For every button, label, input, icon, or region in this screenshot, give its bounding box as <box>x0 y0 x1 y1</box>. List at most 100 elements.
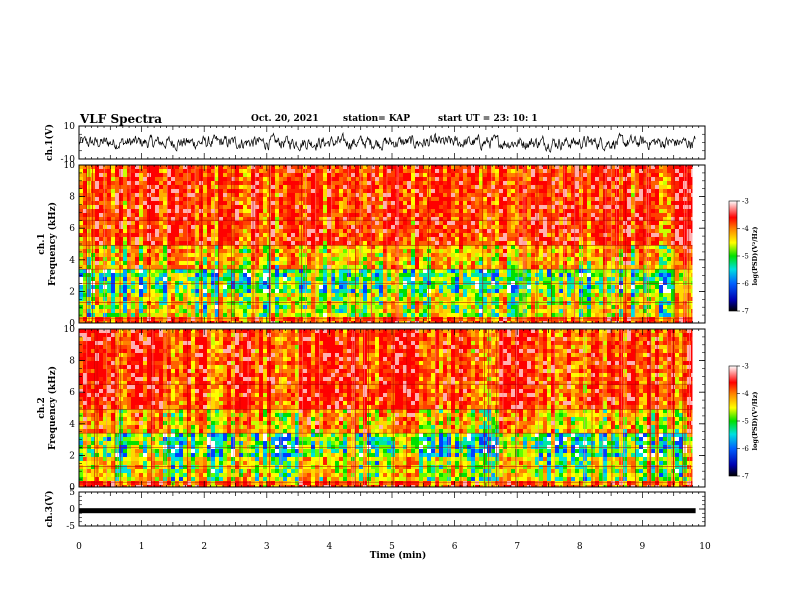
ch1-spectrogram-cell <box>427 221 431 225</box>
ch1-spectrogram-cell <box>471 201 475 205</box>
ch1-spectrogram-cell <box>527 261 531 265</box>
ch1-spectrogram-cell <box>99 261 103 265</box>
ch1-spectrogram-cell <box>319 305 323 309</box>
ch1-spectrogram-cell <box>459 297 463 301</box>
ch1-spectrogram-cell <box>459 265 463 269</box>
ch1-spectrogram-cell <box>295 265 299 269</box>
ch1-spectrogram-cell <box>551 313 555 317</box>
ch1-spectrogram-cell <box>179 185 183 189</box>
ch1-spectrogram-cell <box>427 237 431 241</box>
ch1-spectrogram-cell <box>439 177 443 181</box>
ch1-spectrogram-cell <box>271 193 275 197</box>
ch1-spectrogram-cell <box>291 197 295 201</box>
ch1-spectrogram-cell <box>255 233 259 237</box>
ch1-spectrogram-cell <box>223 217 227 221</box>
ch1-spectrogram-cell <box>495 197 499 201</box>
ch1-spectrogram-cell <box>403 213 407 217</box>
ch1-spectrogram-cell <box>423 305 427 309</box>
ch1-spectrogram-cell <box>499 245 503 249</box>
ch1-spectrogram-cell <box>335 305 339 309</box>
ch1-spectrogram-cell <box>103 317 107 321</box>
ch1-spectrogram-cell <box>183 277 187 281</box>
ch1-spectrogram-cell <box>503 177 507 181</box>
ch1-spectrogram-cell <box>531 313 535 317</box>
ch1-spectrogram-cell <box>331 321 335 323</box>
ch1-spectrogram-cell <box>215 245 219 249</box>
ch1-spectrogram-cell <box>151 177 155 181</box>
ch1-spectrogram-cell <box>375 221 379 225</box>
ch1-spectrogram-cell <box>399 249 403 253</box>
ch1-spectrogram-cell <box>327 265 331 269</box>
ch1-spectrogram-cell <box>271 297 275 301</box>
ch1-spectrogram-cell <box>531 249 535 253</box>
ch1-spectrogram-cell <box>139 269 143 273</box>
ch1-spectrogram-cell <box>295 169 299 173</box>
ch1-spectrogram-cell <box>255 241 259 245</box>
ch1-spectrogram-cell <box>463 313 467 317</box>
ch1-spectrogram-cell <box>391 289 395 293</box>
ch1-spectrogram-cell <box>451 169 455 173</box>
ch1-spectrogram-cell <box>383 257 387 261</box>
ch1-spectrogram-cell <box>407 237 411 241</box>
ch1-spectrogram-cell <box>259 185 263 189</box>
ch1-spectrogram-cell <box>315 185 319 189</box>
ch1-spectrogram-cell <box>423 273 427 277</box>
ch1-spectrogram-cell <box>207 225 211 229</box>
ch1-spectrogram-cell <box>435 273 439 277</box>
ch1-spectrogram-cell <box>463 289 467 293</box>
chart-title: VLF Spectra <box>80 112 163 126</box>
ch1-spectrogram-cell <box>363 225 367 229</box>
ch1-spectrogram-cell <box>491 245 495 249</box>
ch1-spectrogram-cell <box>135 221 139 225</box>
ch1-spectrogram-cell <box>299 285 303 289</box>
ch1-spectrogram-cell <box>275 321 279 323</box>
ch1-spectrogram-cell <box>159 253 163 257</box>
ch1-spectrogram-cell <box>439 293 443 297</box>
ch1-spectrogram-cell <box>139 313 143 317</box>
ch1-spectrogram-cell <box>539 309 543 313</box>
ch1-spectrogram-cell <box>219 205 223 209</box>
ch1-spectrogram-cell <box>115 209 119 213</box>
ch1-spectrogram-cell <box>459 281 463 285</box>
ch1-spectrogram-cell <box>435 201 439 205</box>
ch1-spectrogram-cell <box>191 301 195 305</box>
ch1-spectrogram-cell <box>187 293 191 297</box>
ch1-spectrogram-cell <box>299 189 303 193</box>
ch1-spectrogram-cell <box>339 213 343 217</box>
ch1-spectrogram-cell <box>487 165 491 169</box>
ch1-spectrogram-cell <box>279 205 283 209</box>
ch1-spectrogram-cell <box>375 173 379 177</box>
ch1-spectrogram-cell <box>343 225 347 229</box>
ch1-spectrogram-cell <box>391 221 395 225</box>
ch1-spectrogram-cell <box>475 237 479 241</box>
ch1-spectrogram-cell <box>347 217 351 221</box>
ch1-spectrogram-cell <box>503 181 507 185</box>
ch1-spectrogram-cell <box>283 217 287 221</box>
ch1-spectrogram-cell <box>551 317 555 321</box>
ch1-spectrogram-cell <box>195 277 199 281</box>
ch1-spectrogram-cell <box>203 309 207 313</box>
ch1-spectrogram-cell <box>223 221 227 225</box>
ch1-spectrogram-cell <box>447 193 451 197</box>
ch1-spectrogram-cell <box>111 181 115 185</box>
ch1-spectrogram-cell <box>139 249 143 253</box>
ch1-spectrogram-cell <box>231 253 235 257</box>
ch1-spectrogram-cell <box>135 213 139 217</box>
ch1-spectrogram-cell <box>411 173 415 177</box>
ch1-spectrogram-cell <box>375 201 379 205</box>
ch1-spectrogram-cell <box>463 301 467 305</box>
ch1-spectrogram-cell <box>419 297 423 301</box>
ch1-spectrogram-cell <box>183 181 187 185</box>
ch1-spectrogram-cell <box>415 313 419 317</box>
ch1-spectrogram-cell <box>403 201 407 205</box>
ch1-spectrogram-cell <box>127 225 131 229</box>
ch1-spectrogram-cell <box>415 273 419 277</box>
ch1-waveform-ytick-label: -10 <box>61 155 76 165</box>
ch1-spectrogram-cell <box>127 309 131 313</box>
ch1-spectrogram-cell <box>283 249 287 253</box>
ch1-spectrogram-cell <box>151 257 155 261</box>
ch1-spectrogram-cell <box>167 245 171 249</box>
ch1-spectrogram-cell <box>123 213 127 217</box>
ch1-spectrogram-cell <box>411 321 415 323</box>
ch1-spectrogram-cell <box>79 249 83 253</box>
